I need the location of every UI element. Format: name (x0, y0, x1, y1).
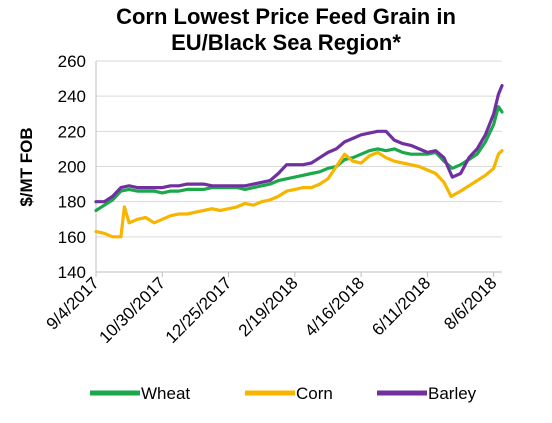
y-tick-label: 180 (58, 193, 86, 212)
y-tick-label: 260 (58, 52, 86, 71)
y-axis-ticks: 140 160 180 200 220 240 260 (58, 52, 86, 282)
y-tick-label: 200 (58, 158, 86, 177)
y-axis-label: $/MT FOB (17, 127, 36, 206)
gridlines (96, 60, 502, 273)
series-line-corn (94, 149, 504, 239)
legend-label-barley: Barley (428, 384, 477, 403)
x-tick-label: 4/16/2018 (301, 273, 368, 340)
x-tick-label: 6/11/2018 (368, 273, 434, 339)
series-line-wheat (94, 105, 504, 213)
legend-label-wheat: Wheat (141, 384, 190, 403)
chart-title-line-1: Corn Lowest Price Feed Grain in (116, 4, 456, 29)
chart-title-line-2: EU/Black Sea Region* (171, 30, 401, 55)
series-line-barley (94, 84, 504, 204)
y-tick-label: 220 (58, 122, 86, 141)
x-tick-label: 12/25/2017 (162, 273, 236, 347)
y-tick-label: 140 (58, 263, 86, 282)
legend-label-corn: Corn (296, 384, 333, 403)
series-lines (94, 84, 504, 239)
x-tick-label: 8/6/2018 (440, 273, 500, 333)
x-tick-label: 9/4/2017 (43, 273, 103, 333)
x-tick-label: 10/30/2017 (96, 273, 170, 347)
plot-area (95, 61, 502, 273)
x-tick-label: 2/19/2018 (235, 273, 302, 340)
y-tick-label: 240 (58, 87, 86, 106)
legend: Wheat Corn Barley (90, 384, 477, 403)
y-tick-label: 160 (58, 228, 86, 247)
